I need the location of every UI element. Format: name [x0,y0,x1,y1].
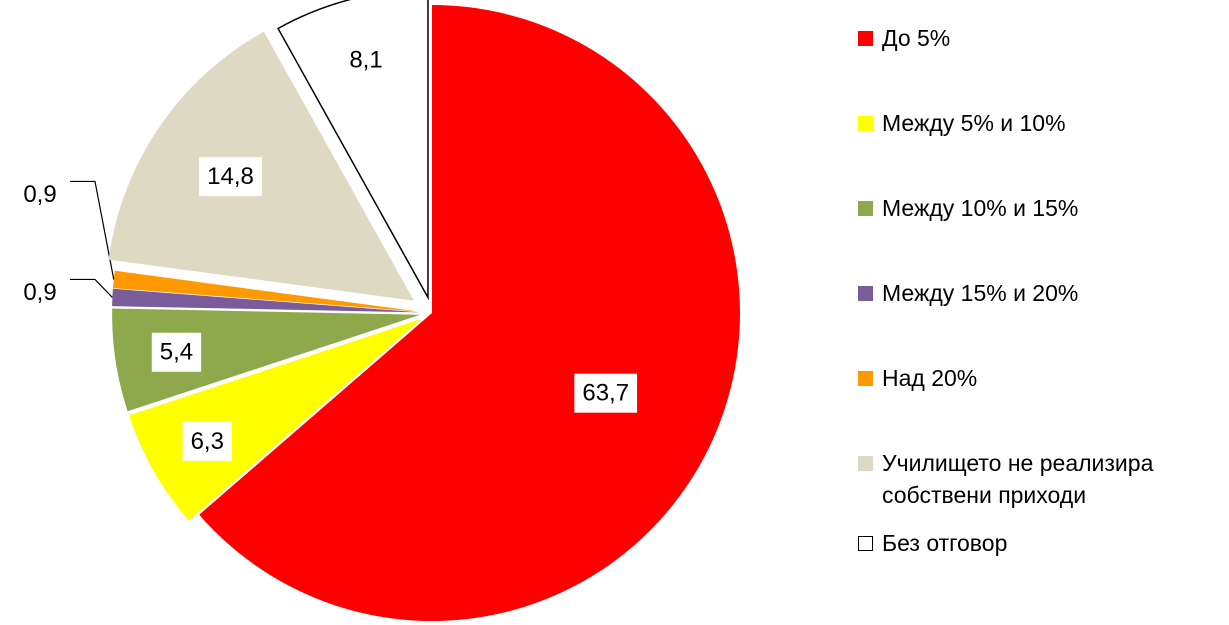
data-label: 63,7 [582,380,629,407]
data-label-box [151,332,202,372]
legend-swatch [858,286,873,301]
leader-line [70,180,115,280]
data-label: 5,4 [160,339,193,366]
data-label-group: 8,1 [341,40,391,80]
data-label: 0,9 [23,279,56,306]
legend-swatch [858,31,873,46]
data-label-group: 14,8 [199,157,262,197]
pie-slice [112,288,421,313]
legend-label: Между 10% и 15% [882,195,1079,221]
pie-slice [112,270,421,312]
data-label-box [341,40,391,80]
legend-swatch [858,201,873,216]
data-label-box [574,373,638,413]
data-label: 8,1 [349,46,382,73]
legend: До 5% Между 5% и 10% Между 10% и 15% Между … [858,0,1229,625]
legend-swatch [858,536,873,551]
data-label: 14,8 [207,163,254,190]
data-label: 6,3 [191,428,224,455]
leader-line [70,278,113,298]
legend-label: Между 5% и 10% [882,110,1066,136]
legend-label: Между 15% и 20% [882,280,1079,306]
legend-label: До 5% [882,25,951,51]
pie-slice [129,318,422,521]
legend-label: Без отговор [882,530,1008,556]
data-label-box [182,421,232,461]
pie-area: 63,7 6,3 5,4 0,9 0,9 14,8 8,1 [23,0,740,621]
legend-swatch [858,371,873,386]
pie-slice [199,5,740,621]
legend-label: Над 20% [882,365,978,391]
legend-swatch [858,456,873,471]
data-label: 0,9 [23,181,56,208]
data-label-group: 63,7 [574,373,638,413]
data-label-group: 6,3 [182,421,232,461]
legend-label: Училището не реализира собствени приходи [882,450,1154,508]
data-label-group: 5,4 [151,332,202,372]
legend-swatch [858,116,873,131]
data-label-box [199,157,262,197]
